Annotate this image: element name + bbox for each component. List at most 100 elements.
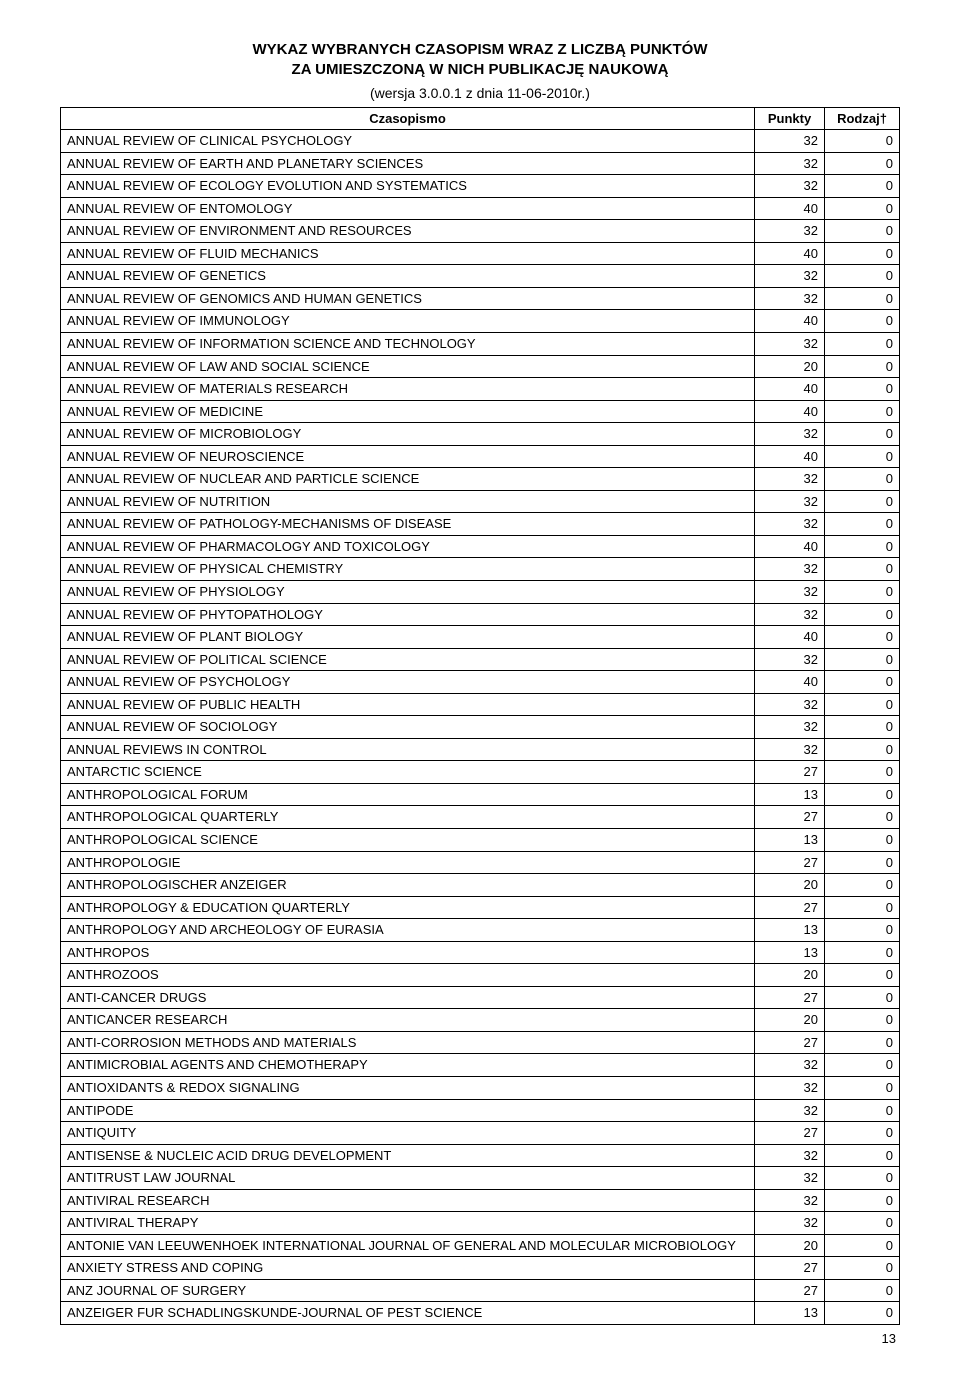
cell-journal: ANTISENSE & NUCLEIC ACID DRUG DEVELOPMEN… xyxy=(61,1144,755,1167)
cell-points: 40 xyxy=(755,400,825,423)
cell-journal: ANNUAL REVIEW OF ENVIRONMENT AND RESOURC… xyxy=(61,220,755,243)
cell-type: 0 xyxy=(825,1144,900,1167)
table-row: ANNUAL REVIEW OF ENVIRONMENT AND RESOURC… xyxy=(61,220,900,243)
cell-type: 0 xyxy=(825,242,900,265)
cell-points: 32 xyxy=(755,175,825,198)
cell-journal: ANNUAL REVIEW OF PSYCHOLOGY xyxy=(61,671,755,694)
cell-journal: ANTHROPOLOGY & EDUCATION QUARTERLY xyxy=(61,896,755,919)
cell-journal: ANNUAL REVIEW OF PHARMACOLOGY AND TOXICO… xyxy=(61,535,755,558)
table-row: ANNUAL REVIEW OF CLINICAL PSYCHOLOGY320 xyxy=(61,130,900,153)
cell-journal: ANTICANCER RESEARCH xyxy=(61,1009,755,1032)
table-row: ANNUAL REVIEW OF NUCLEAR AND PARTICLE SC… xyxy=(61,468,900,491)
col-header-type: Rodzaj† xyxy=(825,107,900,130)
cell-type: 0 xyxy=(825,648,900,671)
cell-journal: ANNUAL REVIEW OF PATHOLOGY-MECHANISMS OF… xyxy=(61,513,755,536)
cell-journal: ANNUAL REVIEW OF PLANT BIOLOGY xyxy=(61,626,755,649)
cell-journal: ANTHROZOOS xyxy=(61,964,755,987)
cell-journal: ANNUAL REVIEW OF ECOLOGY EVOLUTION AND S… xyxy=(61,175,755,198)
cell-type: 0 xyxy=(825,716,900,739)
table-row: ANNUAL REVIEW OF MICROBIOLOGY320 xyxy=(61,423,900,446)
cell-points: 32 xyxy=(755,603,825,626)
cell-journal: ANTIQUITY xyxy=(61,1122,755,1145)
cell-type: 0 xyxy=(825,355,900,378)
cell-type: 0 xyxy=(825,130,900,153)
cell-type: 0 xyxy=(825,761,900,784)
table-row: ANNUAL REVIEW OF PLANT BIOLOGY400 xyxy=(61,626,900,649)
cell-type: 0 xyxy=(825,265,900,288)
cell-type: 0 xyxy=(825,287,900,310)
cell-journal: ANTIVIRAL RESEARCH xyxy=(61,1189,755,1212)
cell-journal: ANTI-CORROSION METHODS AND MATERIALS xyxy=(61,1031,755,1054)
table-row: ANNUAL REVIEW OF ENTOMOLOGY400 xyxy=(61,197,900,220)
cell-journal: ANTIOXIDANTS & REDOX SIGNALING xyxy=(61,1077,755,1100)
cell-journal: ANTARCTIC SCIENCE xyxy=(61,761,755,784)
page-subtitle: (wersja 3.0.0.1 z dnia 11-06-2010r.) xyxy=(60,85,900,101)
cell-points: 32 xyxy=(755,716,825,739)
table-row: ANTICANCER RESEARCH200 xyxy=(61,1009,900,1032)
cell-points: 32 xyxy=(755,648,825,671)
cell-journal: ANTIPODE xyxy=(61,1099,755,1122)
cell-journal: ANTHROPOLOGISCHER ANZEIGER xyxy=(61,874,755,897)
cell-type: 0 xyxy=(825,896,900,919)
title-line-2: ZA UMIESZCZONĄ W NICH PUBLIKACJĘ NAUKOWĄ xyxy=(292,61,669,78)
cell-points: 32 xyxy=(755,332,825,355)
cell-points: 32 xyxy=(755,1077,825,1100)
table-row: ANTHROPOLOGICAL SCIENCE130 xyxy=(61,829,900,852)
cell-points: 20 xyxy=(755,874,825,897)
cell-points: 40 xyxy=(755,378,825,401)
table-row: ANNUAL REVIEW OF PUBLIC HEALTH320 xyxy=(61,693,900,716)
table-row: ANNUAL REVIEW OF PHARMACOLOGY AND TOXICO… xyxy=(61,535,900,558)
cell-points: 27 xyxy=(755,1279,825,1302)
cell-points: 40 xyxy=(755,445,825,468)
cell-journal: ANNUAL REVIEW OF MEDICINE xyxy=(61,400,755,423)
cell-type: 0 xyxy=(825,400,900,423)
cell-points: 40 xyxy=(755,626,825,649)
cell-points: 32 xyxy=(755,423,825,446)
title-line-1: WYKAZ WYBRANYCH CZASOPISM WRAZ Z LICZBĄ … xyxy=(253,41,708,58)
table-row: ANNUAL REVIEW OF NUTRITION320 xyxy=(61,490,900,513)
table-row: ANTONIE VAN LEEUWENHOEK INTERNATIONAL JO… xyxy=(61,1234,900,1257)
cell-journal: ANTHROPOLOGIE xyxy=(61,851,755,874)
table-row: ANZ JOURNAL OF SURGERY270 xyxy=(61,1279,900,1302)
table-row: ANTHROPOS130 xyxy=(61,941,900,964)
cell-journal: ANTHROPOLOGICAL SCIENCE xyxy=(61,829,755,852)
table-row: ANNUAL REVIEW OF PATHOLOGY-MECHANISMS OF… xyxy=(61,513,900,536)
cell-type: 0 xyxy=(825,423,900,446)
cell-type: 0 xyxy=(825,445,900,468)
cell-type: 0 xyxy=(825,941,900,964)
cell-journal: ANNUAL REVIEW OF NEUROSCIENCE xyxy=(61,445,755,468)
cell-type: 0 xyxy=(825,558,900,581)
cell-type: 0 xyxy=(825,152,900,175)
cell-type: 0 xyxy=(825,671,900,694)
table-row: ANTHROPOLOGICAL QUARTERLY270 xyxy=(61,806,900,829)
table-row: ANTIQUITY270 xyxy=(61,1122,900,1145)
cell-type: 0 xyxy=(825,693,900,716)
table-row: ANNUAL REVIEW OF MEDICINE400 xyxy=(61,400,900,423)
table-row: ANNUAL REVIEW OF NEUROSCIENCE400 xyxy=(61,445,900,468)
cell-journal: ANTIMICROBIAL AGENTS AND CHEMOTHERAPY xyxy=(61,1054,755,1077)
cell-journal: ANNUAL REVIEW OF PHYSICAL CHEMISTRY xyxy=(61,558,755,581)
cell-points: 13 xyxy=(755,941,825,964)
table-row: ANTHROPOLOGY & EDUCATION QUARTERLY270 xyxy=(61,896,900,919)
table-row: ANTIMICROBIAL AGENTS AND CHEMOTHERAPY320 xyxy=(61,1054,900,1077)
cell-points: 27 xyxy=(755,851,825,874)
cell-type: 0 xyxy=(825,829,900,852)
cell-type: 0 xyxy=(825,1279,900,1302)
table-row: ANNUAL REVIEW OF PSYCHOLOGY400 xyxy=(61,671,900,694)
cell-type: 0 xyxy=(825,919,900,942)
table-row: ANTISENSE & NUCLEIC ACID DRUG DEVELOPMEN… xyxy=(61,1144,900,1167)
cell-points: 13 xyxy=(755,1302,825,1325)
table-row: ANNUAL REVIEW OF SOCIOLOGY320 xyxy=(61,716,900,739)
cell-points: 27 xyxy=(755,896,825,919)
cell-points: 40 xyxy=(755,197,825,220)
cell-type: 0 xyxy=(825,468,900,491)
cell-type: 0 xyxy=(825,806,900,829)
cell-type: 0 xyxy=(825,535,900,558)
table-row: ANTHROPOLOGY AND ARCHEOLOGY OF EURASIA13… xyxy=(61,919,900,942)
cell-points: 32 xyxy=(755,287,825,310)
cell-type: 0 xyxy=(825,603,900,626)
table-row: ANNUAL REVIEW OF INFORMATION SCIENCE AND… xyxy=(61,332,900,355)
table-row: ANZEIGER FUR SCHADLINGSKUNDE-JOURNAL OF … xyxy=(61,1302,900,1325)
cell-type: 0 xyxy=(825,1031,900,1054)
cell-points: 13 xyxy=(755,919,825,942)
